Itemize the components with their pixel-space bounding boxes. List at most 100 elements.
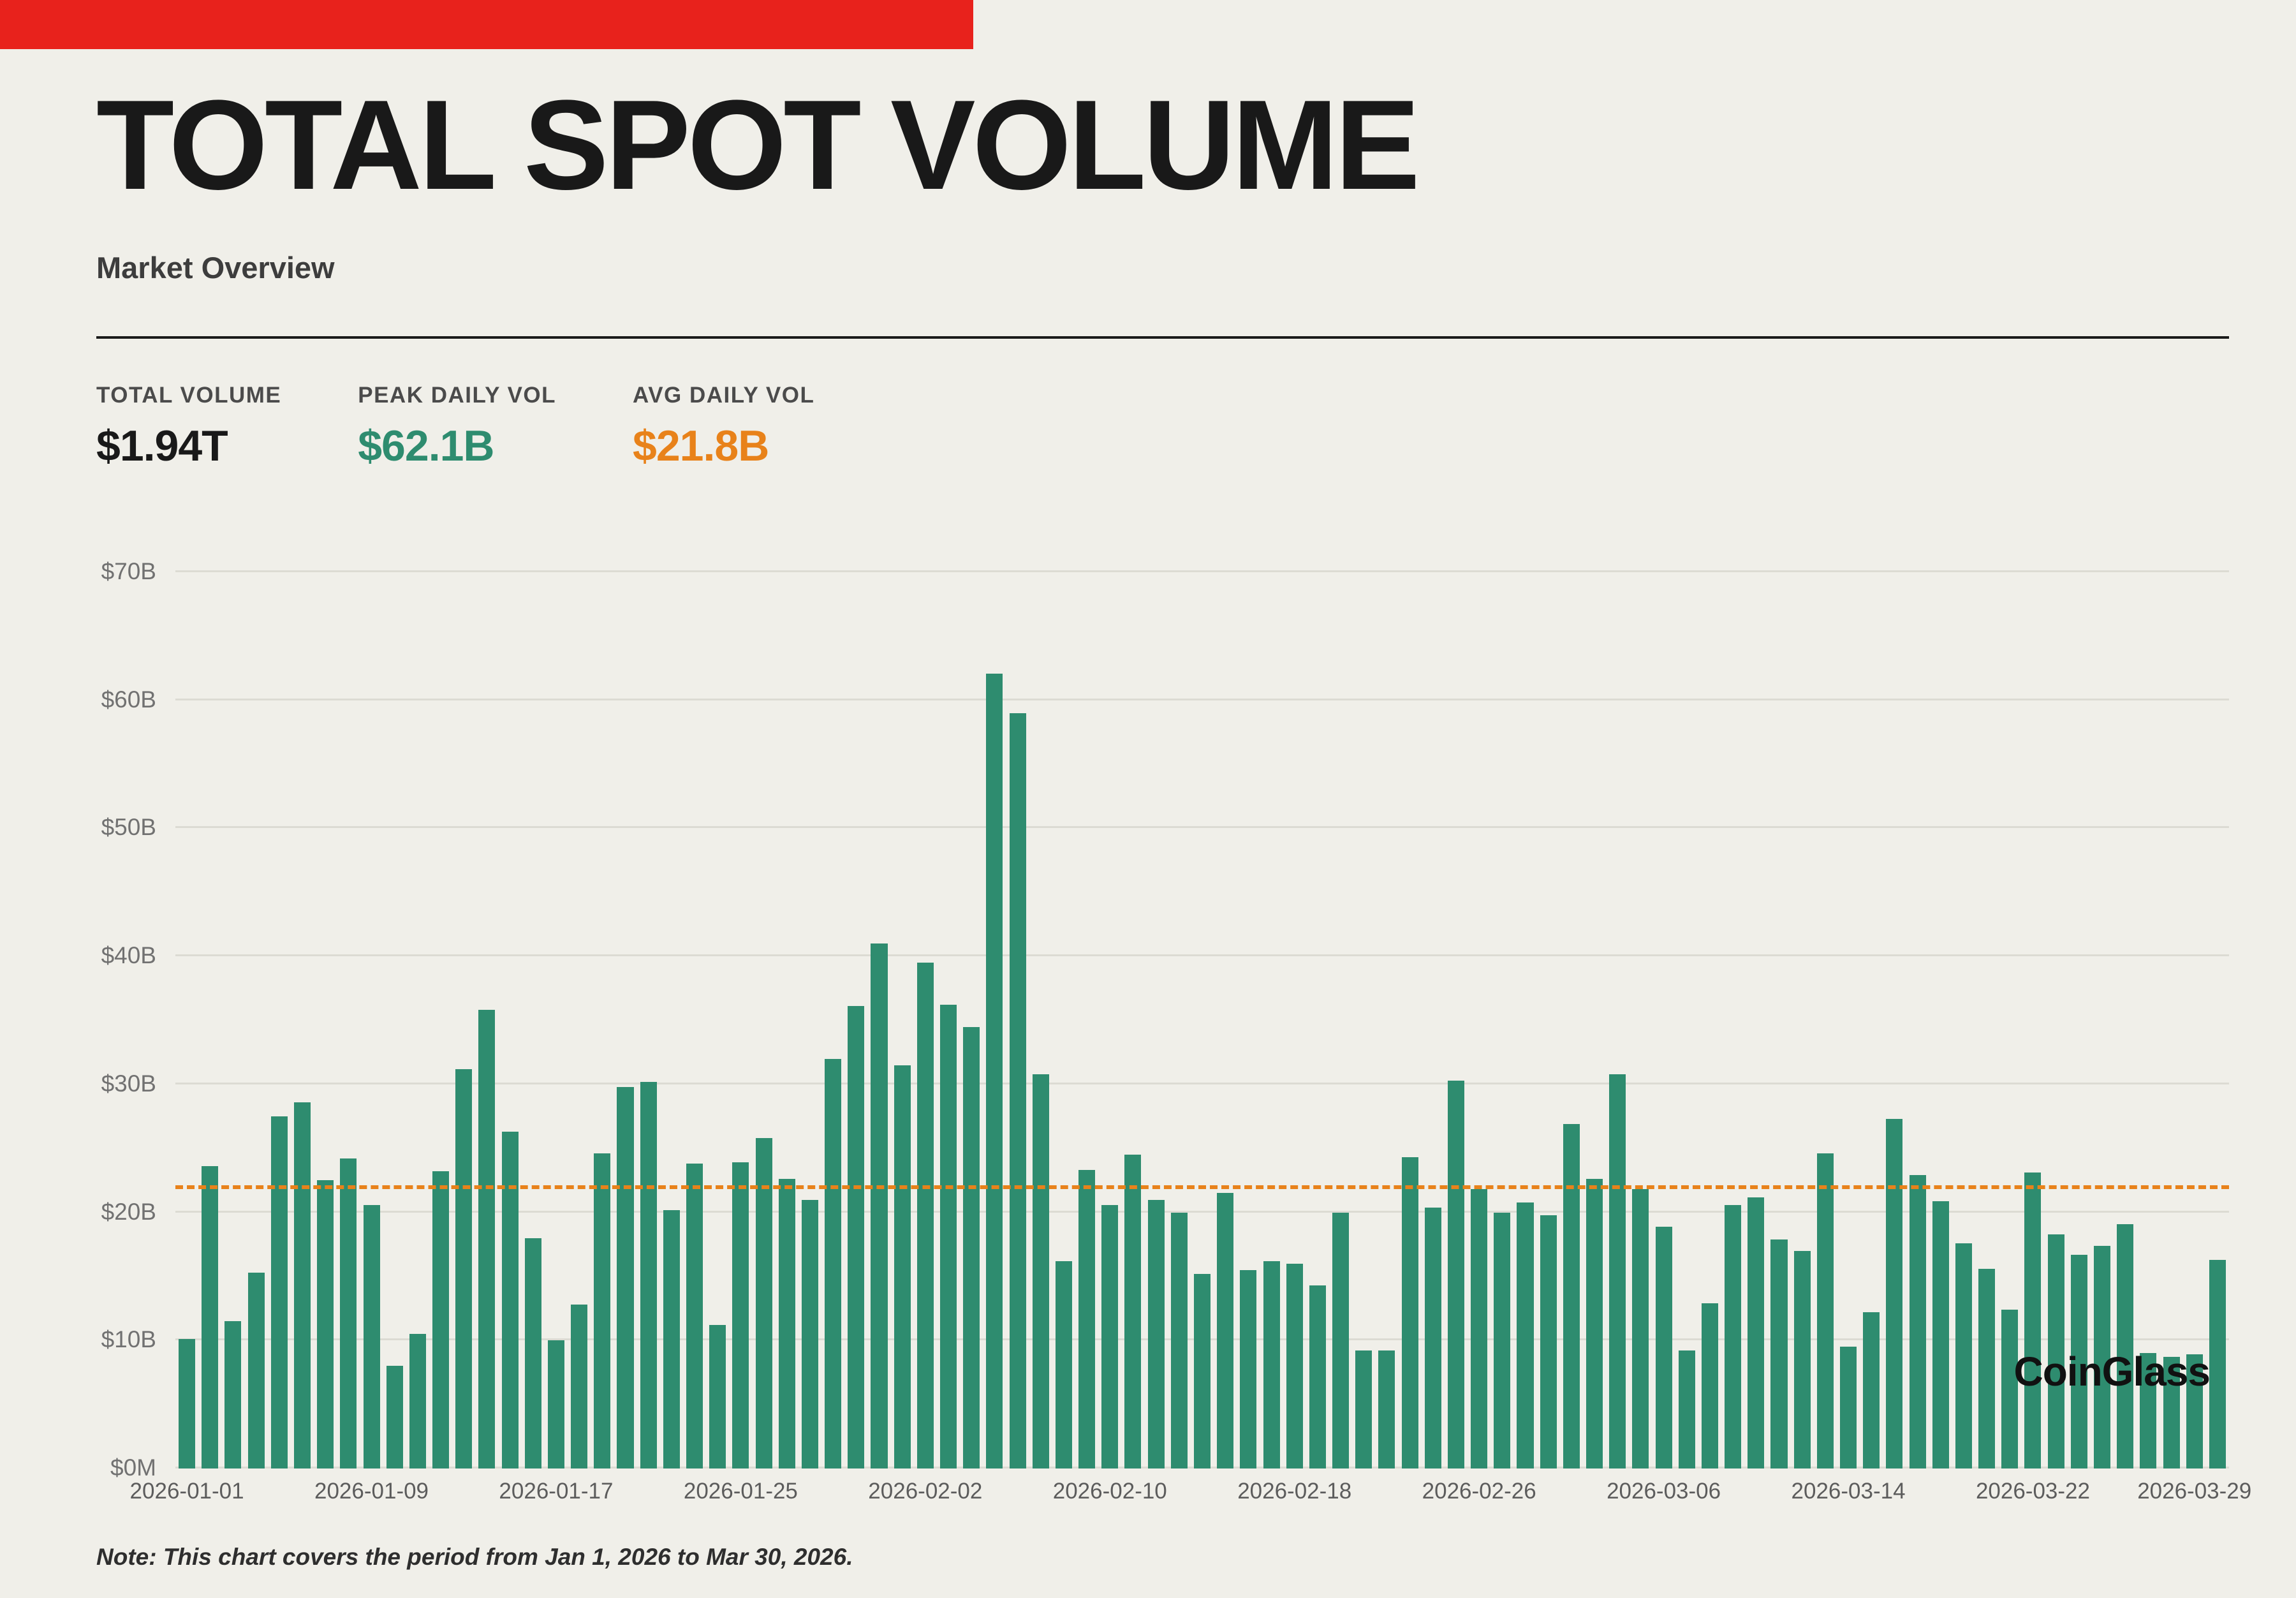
volume-bar <box>363 1204 380 1469</box>
gridline <box>175 826 2229 829</box>
volume-bar <box>1009 713 1026 1469</box>
volume-bar <box>2070 1254 2087 1469</box>
volume-bar <box>270 1116 288 1469</box>
volume-bar <box>894 1065 911 1469</box>
volume-bar <box>939 1005 957 1469</box>
volume-bar <box>386 1366 403 1469</box>
volume-bar <box>1286 1263 1303 1469</box>
volume-bar <box>986 673 1003 1469</box>
volume-bar <box>1770 1239 1788 1469</box>
volume-bar <box>1240 1269 1257 1469</box>
y-axis-tick-label: $10B <box>101 1326 156 1353</box>
volume-bar <box>202 1166 219 1469</box>
volume-bar <box>1978 1268 1996 1469</box>
x-axis-tick-label: 2026-02-18 <box>1237 1479 1352 1504</box>
coinglass-watermark: CoinGlass <box>2013 1349 2211 1395</box>
volume-bar <box>1932 1201 1949 1469</box>
x-axis-tick-label: 2026-02-02 <box>868 1479 983 1504</box>
volume-bar <box>1032 1074 1049 1469</box>
volume-bar <box>1909 1175 1926 1469</box>
volume-bar <box>1471 1189 1488 1469</box>
volume-bar <box>1678 1350 1695 1469</box>
x-axis-tick-label: 2026-01-09 <box>314 1479 429 1504</box>
volume-bar <box>1863 1312 1880 1469</box>
volume-bar <box>617 1086 634 1469</box>
bar-chart-plot-area: CoinGlass $0M $10B $20B $30B $40B $50B $60B $70… <box>101 558 2252 1504</box>
volume-bar <box>732 1162 749 1469</box>
page-title: TOTAL SPOT VOLUME <box>96 74 1420 216</box>
volume-bar <box>1309 1285 1326 1469</box>
stat-label: AVG DAILY VOL <box>633 383 815 408</box>
y-axis-tick-label: $0M <box>110 1454 156 1481</box>
volume-bar <box>524 1238 541 1469</box>
volume-bar <box>1424 1207 1441 1469</box>
volume-bar <box>778 1179 795 1469</box>
header-divider <box>96 336 2229 339</box>
volume-bar <box>1101 1204 1119 1469</box>
volume-bar <box>2047 1234 2064 1469</box>
stat-total-volume: TOTAL VOLUME $1.94T <box>96 383 281 471</box>
volume-bar <box>1540 1215 1557 1469</box>
page-subtitle: Market Overview <box>96 251 335 285</box>
volume-bar <box>1816 1153 1834 1469</box>
stat-peak-daily-vol: PEAK DAILY VOL $62.1B <box>358 383 556 471</box>
volume-bar <box>571 1305 588 1469</box>
volume-bar <box>2140 1353 2157 1469</box>
gridline <box>175 1210 2229 1213</box>
x-axis-tick-label: 2026-02-26 <box>1422 1479 1536 1504</box>
volume-bar <box>1147 1199 1165 1469</box>
volume-bar <box>2024 1173 2042 1469</box>
volume-bar <box>594 1153 611 1469</box>
volume-bar <box>1332 1212 1350 1469</box>
gridline <box>175 954 2229 957</box>
volume-bar <box>317 1180 334 1469</box>
volume-bar <box>848 1006 865 1469</box>
volume-bar <box>1563 1124 1580 1469</box>
top-red-banner <box>0 0 973 49</box>
volume-bar <box>825 1058 842 1469</box>
volume-bar <box>2209 1259 2226 1469</box>
gridline <box>175 1082 2229 1084</box>
stat-value: $62.1B <box>358 422 494 470</box>
volume-bar <box>1401 1157 1418 1469</box>
volume-bar <box>963 1026 980 1469</box>
volume-bar <box>1494 1212 1511 1469</box>
x-axis-tick-label: 2026-01-25 <box>683 1479 798 1504</box>
volume-bar <box>547 1340 564 1469</box>
volume-bar <box>1263 1261 1280 1469</box>
x-axis-tick-label: 2026-03-06 <box>1607 1479 1721 1504</box>
volume-bar <box>1193 1273 1211 1469</box>
volume-bar <box>1725 1204 1742 1469</box>
volume-bar <box>801 1199 818 1469</box>
volume-bar <box>1355 1350 1372 1469</box>
volume-bar <box>1586 1179 1603 1469</box>
x-axis-tick-label: 2026-01-01 <box>129 1479 244 1504</box>
volume-bar <box>340 1158 357 1469</box>
stats-row: TOTAL VOLUME $1.94T PEAK DAILY VOL $62.1… <box>96 383 814 471</box>
volume-bar <box>1378 1350 1395 1469</box>
volume-bar <box>755 1138 772 1469</box>
x-axis-tick-label: 2026-02-10 <box>1052 1479 1167 1504</box>
volume-bar <box>916 963 934 1469</box>
gridline <box>175 570 2229 572</box>
volume-bar <box>709 1325 726 1469</box>
y-axis-tick-label: $70B <box>101 558 156 584</box>
y-axis-tick-label: $40B <box>101 942 156 969</box>
volume-bar <box>1886 1119 1903 1469</box>
y-axis-tick-label: $60B <box>101 686 156 713</box>
y-axis-tick-label: $30B <box>101 1070 156 1097</box>
volume-bar <box>179 1339 196 1469</box>
stat-value: $1.94T <box>96 422 228 470</box>
volume-bar <box>640 1081 657 1469</box>
y-axis-tick-label: $50B <box>101 814 156 841</box>
volume-bar <box>432 1171 450 1469</box>
volume-bar <box>2117 1224 2134 1469</box>
volume-bar <box>1447 1080 1464 1469</box>
volume-bar <box>1609 1074 1626 1469</box>
volume-bar <box>293 1102 311 1469</box>
volume-bar <box>2186 1354 2203 1469</box>
volume-bar <box>455 1069 473 1469</box>
volume-bar <box>2001 1310 2019 1469</box>
volume-bar <box>2093 1245 2111 1469</box>
volume-bar <box>1170 1212 1188 1469</box>
